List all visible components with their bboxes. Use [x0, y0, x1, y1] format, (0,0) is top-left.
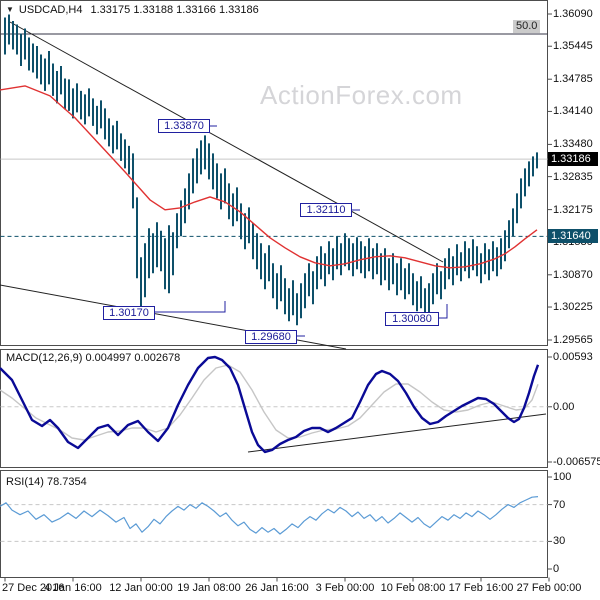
- price-annotation: 1.30080: [385, 312, 439, 326]
- macd-axis-label: 0.00: [553, 400, 575, 413]
- rsi-axis-label: 70: [553, 498, 566, 511]
- price-bars: [4, 14, 538, 326]
- symbol-info-bar: ▼ USDCAD,H4 1.33175 1.33188 1.33166 1.3318…: [6, 4, 259, 16]
- price-axis-label: 1.33480: [553, 138, 593, 151]
- price-axis-label: 1.30870: [553, 268, 593, 281]
- rsi-axis-label: 0: [553, 563, 560, 575]
- macd-axis-label: 0.00593: [553, 351, 593, 363]
- price-axis-label: 1.29565: [553, 334, 593, 346]
- price-annotation: 1.33870: [158, 119, 210, 133]
- macd-trendline: [247, 413, 547, 453]
- time-axis-label: 17 Feb 16:00: [448, 582, 514, 594]
- rsi-line: [0, 496, 539, 535]
- price-trendline-1: [9, 21, 444, 263]
- symbol-dropdown-icon[interactable]: ▼: [6, 5, 14, 14]
- rsi-indicator-title: RSI(14) 78.7354: [6, 476, 87, 488]
- rsi-title-text: RSI(14): [6, 476, 44, 488]
- macd-axis-label: -0.006575: [553, 456, 600, 468]
- bid-price-tag: 1.31640: [548, 229, 598, 244]
- macd-values-text: 0.004997 0.002678: [85, 352, 181, 364]
- macd-indicator-title: MACD(12,26,9) 0.004997 0.002678: [6, 352, 180, 364]
- macd-panel-border: [0, 349, 548, 468]
- rsi-axis-label: 30: [553, 535, 566, 548]
- annotation-connector: [155, 301, 226, 313]
- price-axis-label: 1.34140: [553, 105, 593, 118]
- rsi-values-text: 78.7354: [46, 476, 87, 488]
- price-axis-label: 1.32835: [553, 170, 593, 183]
- price-axis-label: 1.35445: [553, 40, 593, 53]
- time-axis-label: 3 Feb 00:00: [315, 582, 375, 594]
- ohlc-readout: 1.33175 1.33188 1.33166 1.33186: [90, 4, 259, 16]
- macd-title-text: MACD(12,26,9): [6, 352, 83, 364]
- price-axis-label: 1.34785: [553, 73, 593, 86]
- symbol-title: USDCAD,H4: [18, 4, 83, 16]
- moving-average-line: [0, 85, 538, 269]
- time-axis-label: 4 Jan 16:00: [44, 582, 102, 594]
- time-axis-label: 12 Jan 00:00: [109, 582, 173, 594]
- price-axis-label: 1.30225: [553, 301, 593, 314]
- watermark: ActionForex.com: [260, 80, 463, 110]
- price-annotation: 1.32110: [300, 203, 352, 217]
- current-price-tag: 1.33186: [548, 152, 598, 167]
- price-axis-label: 1.32175: [553, 203, 593, 216]
- annotation-connector: [439, 304, 448, 319]
- price-axis-label: 1.36090: [553, 8, 593, 20]
- time-axis-label: 27 Dec 2016: [2, 582, 65, 594]
- time-axis-label: 26 Jan 16:00: [245, 582, 309, 594]
- fib-50-label: 50.0: [513, 19, 541, 33]
- time-axis-label: 27 Feb 00:00: [516, 582, 582, 594]
- time-axis-label: 19 Jan 08:00: [177, 582, 241, 594]
- price-annotation: 1.30170: [103, 306, 155, 320]
- price-panel-border: [0, 0, 548, 346]
- macd-signal-line: [0, 364, 539, 441]
- macd-main-line: [0, 355, 540, 454]
- time-axis-label: 10 Feb 08:00: [380, 582, 446, 594]
- price-annotation: 1.29680: [245, 330, 297, 344]
- rsi-axis-label: 100: [553, 471, 572, 483]
